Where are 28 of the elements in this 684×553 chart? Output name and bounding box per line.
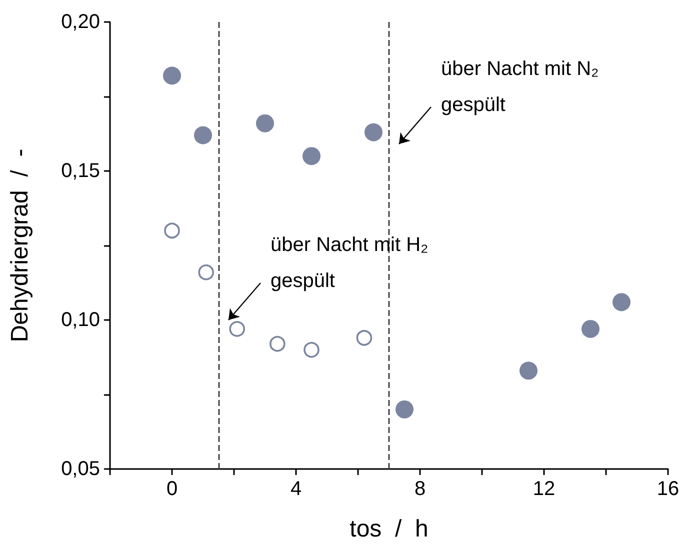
point <box>582 320 600 338</box>
point <box>163 66 181 85</box>
x-tick-label: 16 <box>656 478 680 500</box>
y-tick-label: 0,20 <box>61 11 100 33</box>
x-tick-label: 8 <box>414 478 426 500</box>
y-tick-label: 0,15 <box>61 160 100 182</box>
point <box>302 147 320 166</box>
point <box>520 362 538 380</box>
point <box>164 222 180 238</box>
point <box>256 114 274 132</box>
point <box>396 400 414 418</box>
point <box>198 264 214 280</box>
point <box>270 336 286 352</box>
y-tick-label: 0,10 <box>61 309 100 331</box>
y-axis-title: Dehydriergrad / - <box>6 148 34 342</box>
x-tick-label: 0 <box>166 478 178 500</box>
x-axis-title: tos / h <box>350 516 428 542</box>
point <box>229 321 245 337</box>
point <box>364 123 382 142</box>
x-tick-label: 4 <box>290 478 302 500</box>
point <box>612 293 630 312</box>
point <box>356 330 372 346</box>
point <box>304 342 320 358</box>
x-tick-label: 12 <box>532 478 556 500</box>
ref-line-label: über Nacht mit H₂ gespült <box>270 233 428 294</box>
point <box>194 126 212 144</box>
ref-line-label: über Nacht mit N₂ gespült <box>441 57 599 118</box>
y-tick-label: 0,05 <box>61 458 100 480</box>
